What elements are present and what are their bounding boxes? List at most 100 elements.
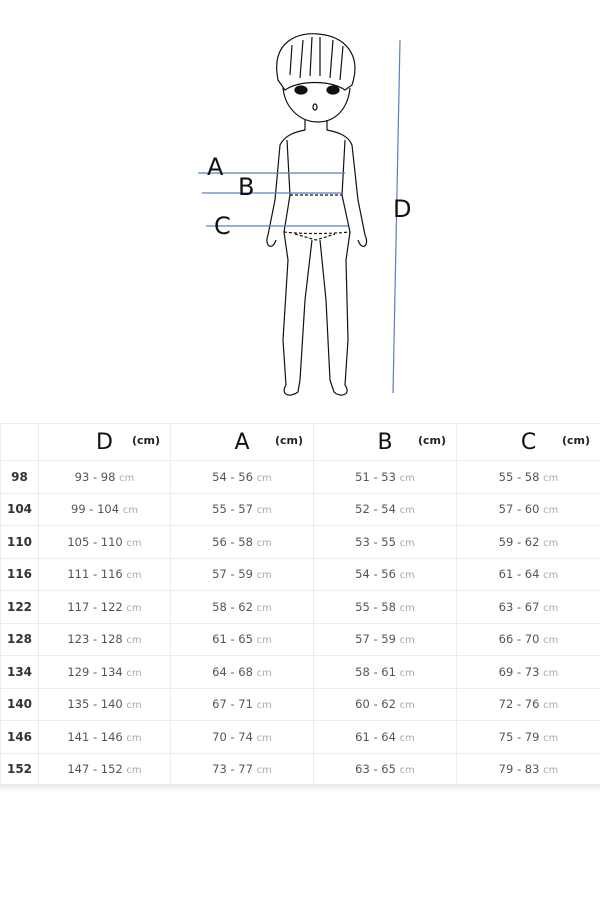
unit-label: cm bbox=[543, 602, 559, 614]
unit-label: cm bbox=[399, 602, 415, 614]
measure-value: 63 - 65 bbox=[355, 762, 396, 777]
unit-label: cm bbox=[543, 765, 559, 777]
measure-value: 70 - 74 bbox=[212, 729, 253, 744]
measure-cell-a: 67 - 71 cm bbox=[170, 687, 314, 721]
line-d bbox=[392, 39, 401, 394]
label-c: C bbox=[214, 212, 231, 240]
measure-value: 72 - 76 bbox=[498, 697, 540, 712]
measure-value: 58 - 61 bbox=[355, 664, 396, 679]
unit-label: cm bbox=[399, 635, 415, 647]
child-outline-illustration bbox=[198, 33, 401, 396]
measure-value: 52 - 54 bbox=[355, 502, 396, 517]
header-label: A bbox=[234, 429, 250, 455]
column-header-d: D (cm) bbox=[38, 423, 171, 461]
unit-label: cm bbox=[256, 472, 272, 484]
unit-label: cm bbox=[399, 505, 415, 517]
measure-value: 56 - 58 bbox=[212, 534, 253, 549]
unit-label: cm bbox=[126, 700, 142, 712]
measure-cell-a: 64 - 68 cm bbox=[170, 655, 314, 689]
size-cell: 146 bbox=[0, 720, 39, 754]
measure-value: 111 - 116 bbox=[67, 567, 123, 582]
measure-value: 99 - 104 bbox=[71, 502, 120, 517]
measure-cell-b: 58 - 61 cm bbox=[313, 655, 457, 689]
unit-label: cm bbox=[543, 700, 559, 712]
size-cell: 110 bbox=[0, 525, 39, 559]
unit-label: cm bbox=[543, 635, 559, 647]
unit-label: cm bbox=[543, 570, 559, 582]
measure-cell-a: 61 - 65 cm bbox=[170, 622, 314, 656]
measure-cell-b: 57 - 59 cm bbox=[313, 622, 457, 656]
measure-value: 63 - 67 bbox=[498, 599, 540, 614]
unit-label: cm bbox=[256, 505, 272, 517]
measure-value: 60 - 62 bbox=[355, 697, 396, 712]
measure-cell-a: 57 - 59 cm bbox=[170, 557, 314, 591]
measure-value: 93 - 98 bbox=[74, 469, 116, 484]
label-d: D bbox=[393, 195, 412, 223]
measure-value: 66 - 70 bbox=[498, 632, 540, 647]
label-a: A bbox=[207, 153, 224, 181]
measure-cell-b: 52 - 54 cm bbox=[313, 492, 457, 526]
measure-value: 129 - 134 bbox=[67, 664, 123, 679]
measure-value: 55 - 58 bbox=[355, 599, 396, 614]
measure-value: 61 - 64 bbox=[355, 729, 396, 744]
measure-cell-c: 59 - 62 cm bbox=[456, 525, 600, 559]
measure-cell-a: 54 - 56 cm bbox=[170, 460, 314, 494]
header-label: C bbox=[520, 429, 537, 455]
unit-label: cm bbox=[256, 765, 272, 777]
unit-label: cm bbox=[119, 472, 135, 484]
unit-label: cm bbox=[126, 602, 142, 614]
measure-value: 147 - 152 bbox=[67, 762, 123, 777]
measure-cell-c: 63 - 67 cm bbox=[456, 590, 600, 624]
header-unit: (cm) bbox=[274, 434, 303, 447]
unit-label: cm bbox=[126, 732, 142, 744]
measure-value: 57 - 60 bbox=[498, 502, 540, 517]
measure-cell-c: 79 - 83 cm bbox=[456, 752, 600, 786]
table-row: 134 129 - 134 cm 64 - 68 cm 58 - 61 cm 69 - … bbox=[0, 655, 600, 689]
measure-cell-b: 55 - 58 cm bbox=[313, 590, 457, 624]
unit-label: cm bbox=[543, 472, 559, 484]
size-cell: 152 bbox=[0, 752, 39, 786]
unit-label: cm bbox=[256, 700, 272, 712]
measure-value: 67 - 71 bbox=[212, 697, 253, 712]
measure-value: 55 - 57 bbox=[212, 502, 253, 517]
unit-label: cm bbox=[399, 570, 415, 582]
measure-cell-d: 105 - 110 cm bbox=[38, 525, 171, 559]
unit-label: cm bbox=[256, 602, 272, 614]
measure-cell-a: 58 - 62 cm bbox=[170, 590, 314, 624]
size-cell: 134 bbox=[0, 655, 39, 689]
unit-label: cm bbox=[399, 472, 415, 484]
measure-value: 57 - 59 bbox=[355, 632, 396, 647]
measure-cell-b: 60 - 62 cm bbox=[313, 687, 457, 721]
measure-value: 69 - 73 bbox=[498, 664, 540, 679]
table-header-row: D (cm) A (cm) B (cm) C (cm) bbox=[0, 423, 600, 461]
unit-label: cm bbox=[543, 667, 559, 679]
unit-label: cm bbox=[126, 667, 142, 679]
unit-label: cm bbox=[399, 537, 415, 549]
unit-label: cm bbox=[126, 570, 142, 582]
column-header-c: C (cm) bbox=[456, 423, 600, 461]
header-unit: (cm) bbox=[561, 434, 590, 447]
column-header-size bbox=[0, 423, 39, 461]
unit-label: cm bbox=[543, 505, 559, 517]
unit-label: cm bbox=[399, 765, 415, 777]
measure-cell-d: 93 - 98 cm bbox=[38, 460, 171, 494]
measure-value: 53 - 55 bbox=[355, 534, 396, 549]
measure-value: 73 - 77 bbox=[212, 762, 253, 777]
measure-cell-c: 57 - 60 cm bbox=[456, 492, 600, 526]
size-cell: 116 bbox=[0, 557, 39, 591]
measure-cell-d: 117 - 122 cm bbox=[38, 590, 171, 624]
measure-value: 54 - 56 bbox=[355, 567, 396, 582]
measure-value: 64 - 68 bbox=[212, 664, 253, 679]
measure-value: 123 - 128 bbox=[67, 632, 123, 647]
measure-value: 79 - 83 bbox=[498, 762, 540, 777]
column-header-b: B (cm) bbox=[313, 423, 457, 461]
measure-cell-c: 66 - 70 cm bbox=[456, 622, 600, 656]
measure-value: 59 - 62 bbox=[498, 534, 540, 549]
measure-value: 51 - 53 bbox=[355, 469, 396, 484]
measure-value: 117 - 122 bbox=[67, 599, 123, 614]
table-row: 104 99 - 104 cm 55 - 57 cm 52 - 54 cm 57 - 6… bbox=[0, 492, 600, 526]
label-b: B bbox=[238, 173, 255, 201]
table-row: 110 105 - 110 cm 56 - 58 cm 53 - 55 cm 59 - … bbox=[0, 525, 600, 559]
unit-label: cm bbox=[122, 505, 138, 517]
table-row: 116 111 - 116 cm 57 - 59 cm 54 - 56 cm 61 - … bbox=[0, 557, 600, 591]
